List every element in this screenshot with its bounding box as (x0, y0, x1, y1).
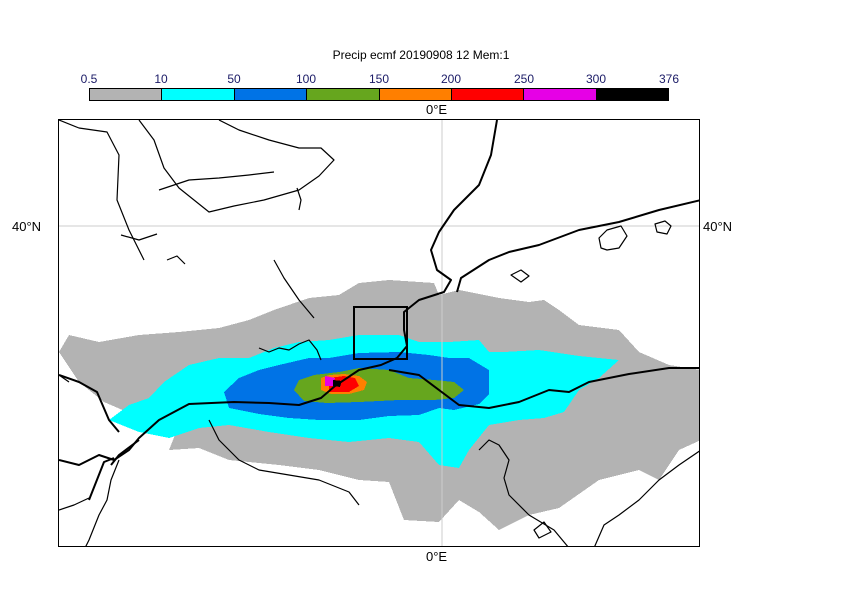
colorbar-segment (524, 89, 597, 100)
colorbar-tick: 150 (368, 72, 390, 86)
colorbar-segment (234, 89, 308, 100)
colorbar-segment (162, 89, 235, 100)
lat-label-left: 40°N (12, 219, 42, 234)
colorbar-tick: 10 (154, 72, 168, 86)
colorbar-segment (379, 89, 452, 100)
colorbar-tick: 100 (295, 72, 317, 86)
colorbar-tick: 250 (513, 72, 535, 86)
lon-label-top: 0°E (426, 102, 448, 117)
region-box (353, 306, 408, 360)
precip-field (59, 280, 699, 530)
colorbar-tick: 50 (227, 72, 241, 86)
map-title: Precip ecmf 20190908 12 Mem:1 (332, 48, 510, 62)
colorbar-segment (307, 89, 380, 100)
colorbar-tick: 0.5 (80, 72, 98, 86)
colorbar (89, 88, 669, 101)
precip-contour (329, 376, 359, 392)
map-canvas (59, 120, 699, 546)
lat-label-right: 40°N (703, 219, 733, 234)
colorbar-segment (451, 89, 525, 100)
colorbar-tick: 200 (440, 72, 462, 86)
colorbar-tick: 300 (585, 72, 607, 86)
colorbar-segment (90, 89, 163, 100)
coastlines (59, 120, 699, 546)
lon-label-bottom: 0°E (426, 549, 448, 564)
precip-contour (325, 376, 335, 386)
precip-map (58, 119, 700, 547)
colorbar-tick: 376 (658, 72, 680, 86)
colorbar-segment (596, 89, 668, 100)
colorbar-tick-labels: 0.5 10 50 100 150 200 250 300 376 (0, 72, 842, 88)
